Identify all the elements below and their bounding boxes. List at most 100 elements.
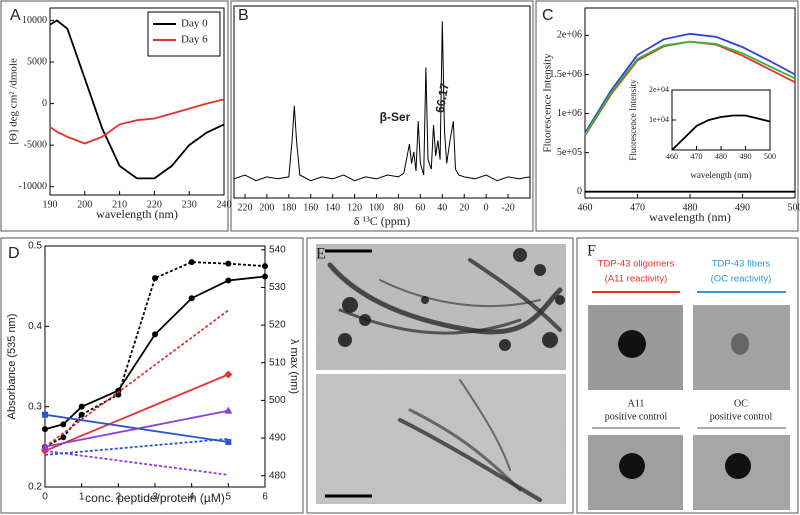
marker: [115, 391, 122, 398]
marker: [60, 421, 67, 428]
x-tick-label: 5: [226, 492, 232, 503]
panel-label: A: [10, 7, 21, 24]
x-tick-label: 180: [281, 202, 296, 213]
chart: 220 200 180 160 140 120 100 80 60 40 20 0 -20δ ¹³C (…: [233, 5, 531, 228]
marker: [188, 295, 195, 302]
panel-label: C: [542, 7, 554, 24]
x-tick-label: 460: [578, 202, 593, 213]
marker: [78, 411, 85, 418]
x-tick-label: 200: [77, 199, 92, 210]
marker: [42, 411, 48, 418]
panel-frame: [0, 0, 229, 232]
x-tick-label: 210: [112, 199, 127, 210]
x-tick-label: 470: [691, 152, 703, 161]
x-axis-label: wavelength (nm): [649, 210, 731, 224]
y2-tick-label: 520: [269, 320, 286, 331]
x-tick-label: 230: [182, 199, 197, 210]
panel-label: E: [316, 246, 326, 263]
y-tick-label: 0.2: [28, 482, 42, 493]
series-line: [44, 373, 229, 452]
marker: [60, 434, 67, 441]
y-tick-label: 1.5e+06: [549, 69, 582, 80]
micrograph-e: [316, 244, 566, 504]
y2-tick-label: 480: [269, 470, 286, 481]
y-tick-label: 0.3: [28, 401, 42, 412]
x-tick-label: 0: [484, 202, 489, 213]
x-tick-label: 160: [303, 202, 318, 213]
y-tick-label: -10000: [19, 181, 47, 192]
x-tick-label: 1: [79, 492, 85, 503]
series-line: [44, 261, 266, 448]
y-tick-label: 0.5: [28, 241, 42, 252]
x-tick-label: 80: [393, 202, 403, 213]
x-axis-label: wavelength (nm): [96, 207, 178, 221]
series-line: [233, 21, 531, 182]
control-caption: positive control: [605, 411, 668, 422]
x-tick-label: 470: [630, 202, 645, 213]
series-line: [44, 437, 229, 456]
x-tick-label: 490: [740, 152, 752, 161]
panel-frame: [535, 0, 799, 232]
panel-label: D: [8, 245, 20, 262]
y-tick-label: 5e+05: [557, 147, 582, 158]
panel-label: B: [238, 7, 249, 24]
y-tick-label: 2e+04: [649, 85, 669, 94]
x-tick-label: 40: [437, 202, 447, 213]
y-tick-label: 2e+06: [557, 30, 582, 41]
legend-box: [147, 11, 221, 57]
x-tick-label: 480: [683, 202, 698, 213]
chart: 460 470 480 490 500 0 5e+05 1e+06 1.5e+06 2e+06 wa…: [542, 7, 800, 224]
plot-frame: [49, 7, 225, 196]
x-tick-label: 3: [152, 492, 158, 503]
x-tick-label: 460: [666, 152, 678, 161]
x-axis-label: conc. peptide/protein (µM): [85, 491, 225, 505]
marker: [78, 403, 85, 410]
chart: 190 200 210 220 230 240 -10000 -5000 0 5000 10000 w…: [8, 7, 232, 221]
column-title: TDP-43 fibers: [712, 259, 771, 270]
series-line: [584, 40, 796, 136]
marker: [188, 259, 195, 266]
x-tick-label: 6: [262, 492, 268, 503]
y-tick-label: -5000: [24, 139, 47, 150]
marker: [262, 273, 268, 280]
panel-frame: [576, 237, 799, 514]
plot-background: [45, 246, 265, 487]
y2-tick-label: 500: [269, 395, 286, 406]
x-tick-label: 190: [43, 199, 58, 210]
y2-tick-label: 510: [269, 357, 286, 368]
y2-tick-label: 530: [269, 282, 286, 293]
series-line: [44, 275, 266, 431]
marker: [225, 439, 232, 446]
series-line: [44, 450, 229, 476]
panel-frame: [0, 237, 304, 514]
x-tick-label: 220: [147, 199, 162, 210]
x-tick-label: 490: [735, 202, 750, 213]
marker: [41, 442, 49, 450]
x-tick-label: 2: [116, 492, 122, 503]
control-name: OC: [734, 398, 748, 409]
x-tick-label: 140: [325, 202, 340, 213]
marker: [225, 260, 232, 267]
control-caption: positive control: [710, 411, 773, 422]
y-axis-label: Absorbance (535 nm): [6, 314, 18, 420]
y-tick-label: 10000: [22, 15, 47, 26]
series-line: [44, 309, 229, 448]
x-tick-label: 0: [42, 492, 48, 503]
series-line: [671, 114, 771, 151]
plot-frame: [233, 5, 531, 199]
y-tick-label: 0.4: [28, 321, 42, 332]
marker: [152, 331, 158, 338]
x-axis-label: wavelength (nm): [690, 170, 751, 180]
annotation: β-Ser: [380, 110, 411, 124]
chart: 460 470 480 490 500 1e+04 2e+04 wavelength (nm)…: [628, 79, 776, 180]
column-subtitle: (A11 reactivity): [605, 274, 668, 285]
y-tick-label: 0: [577, 186, 582, 197]
panel-frame: [306, 237, 574, 514]
panel-frame: [230, 0, 534, 232]
y2-tick-label: 490: [269, 433, 286, 444]
series-line: [44, 413, 229, 443]
chart: 0 1 2 3 4 5 6 0.2 0.3 0.4 0.5 480 490 500 510 520 530 540…: [6, 241, 300, 506]
series-line: [49, 19, 225, 180]
x-tick-label: 20: [459, 202, 469, 213]
